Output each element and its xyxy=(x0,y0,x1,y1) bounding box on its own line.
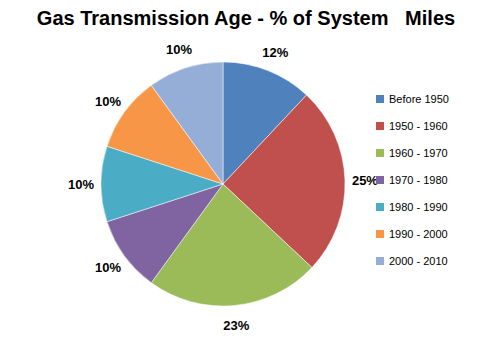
legend-label: 1990 - 2000 xyxy=(389,228,448,240)
legend: Before 1950 1950 - 1960 1960 - 1970 1970 - … xyxy=(376,93,449,267)
legend-swatch xyxy=(376,176,384,184)
data-label: 10% xyxy=(166,42,192,57)
legend-label: 1960 - 1970 xyxy=(389,147,448,159)
legend-swatch xyxy=(376,257,384,265)
data-label: 25% xyxy=(352,173,378,188)
slices xyxy=(101,62,345,306)
data-label: 12% xyxy=(262,45,288,60)
data-label: 10% xyxy=(95,260,121,275)
legend-label: 1950 - 1960 xyxy=(389,120,448,132)
legend-label: 2000 - 2010 xyxy=(389,255,448,267)
data-label: 10% xyxy=(95,94,121,109)
legend-label: 1980 - 1990 xyxy=(389,201,448,213)
chart: Gas Transmission Age - % of System Miles… xyxy=(0,0,493,349)
legend-label: Before 1950 xyxy=(389,93,449,105)
legend-swatch xyxy=(376,95,384,103)
legend-swatch xyxy=(376,203,384,211)
slice xyxy=(151,62,223,184)
title: Gas Transmission Age - % of System Miles xyxy=(37,7,455,29)
data-label: 23% xyxy=(223,318,249,333)
legend-swatch xyxy=(376,122,384,130)
legend-swatch xyxy=(376,230,384,238)
legend-swatch xyxy=(376,149,384,157)
legend-label: 1970 - 1980 xyxy=(389,174,448,186)
data-label: 10% xyxy=(68,177,94,192)
